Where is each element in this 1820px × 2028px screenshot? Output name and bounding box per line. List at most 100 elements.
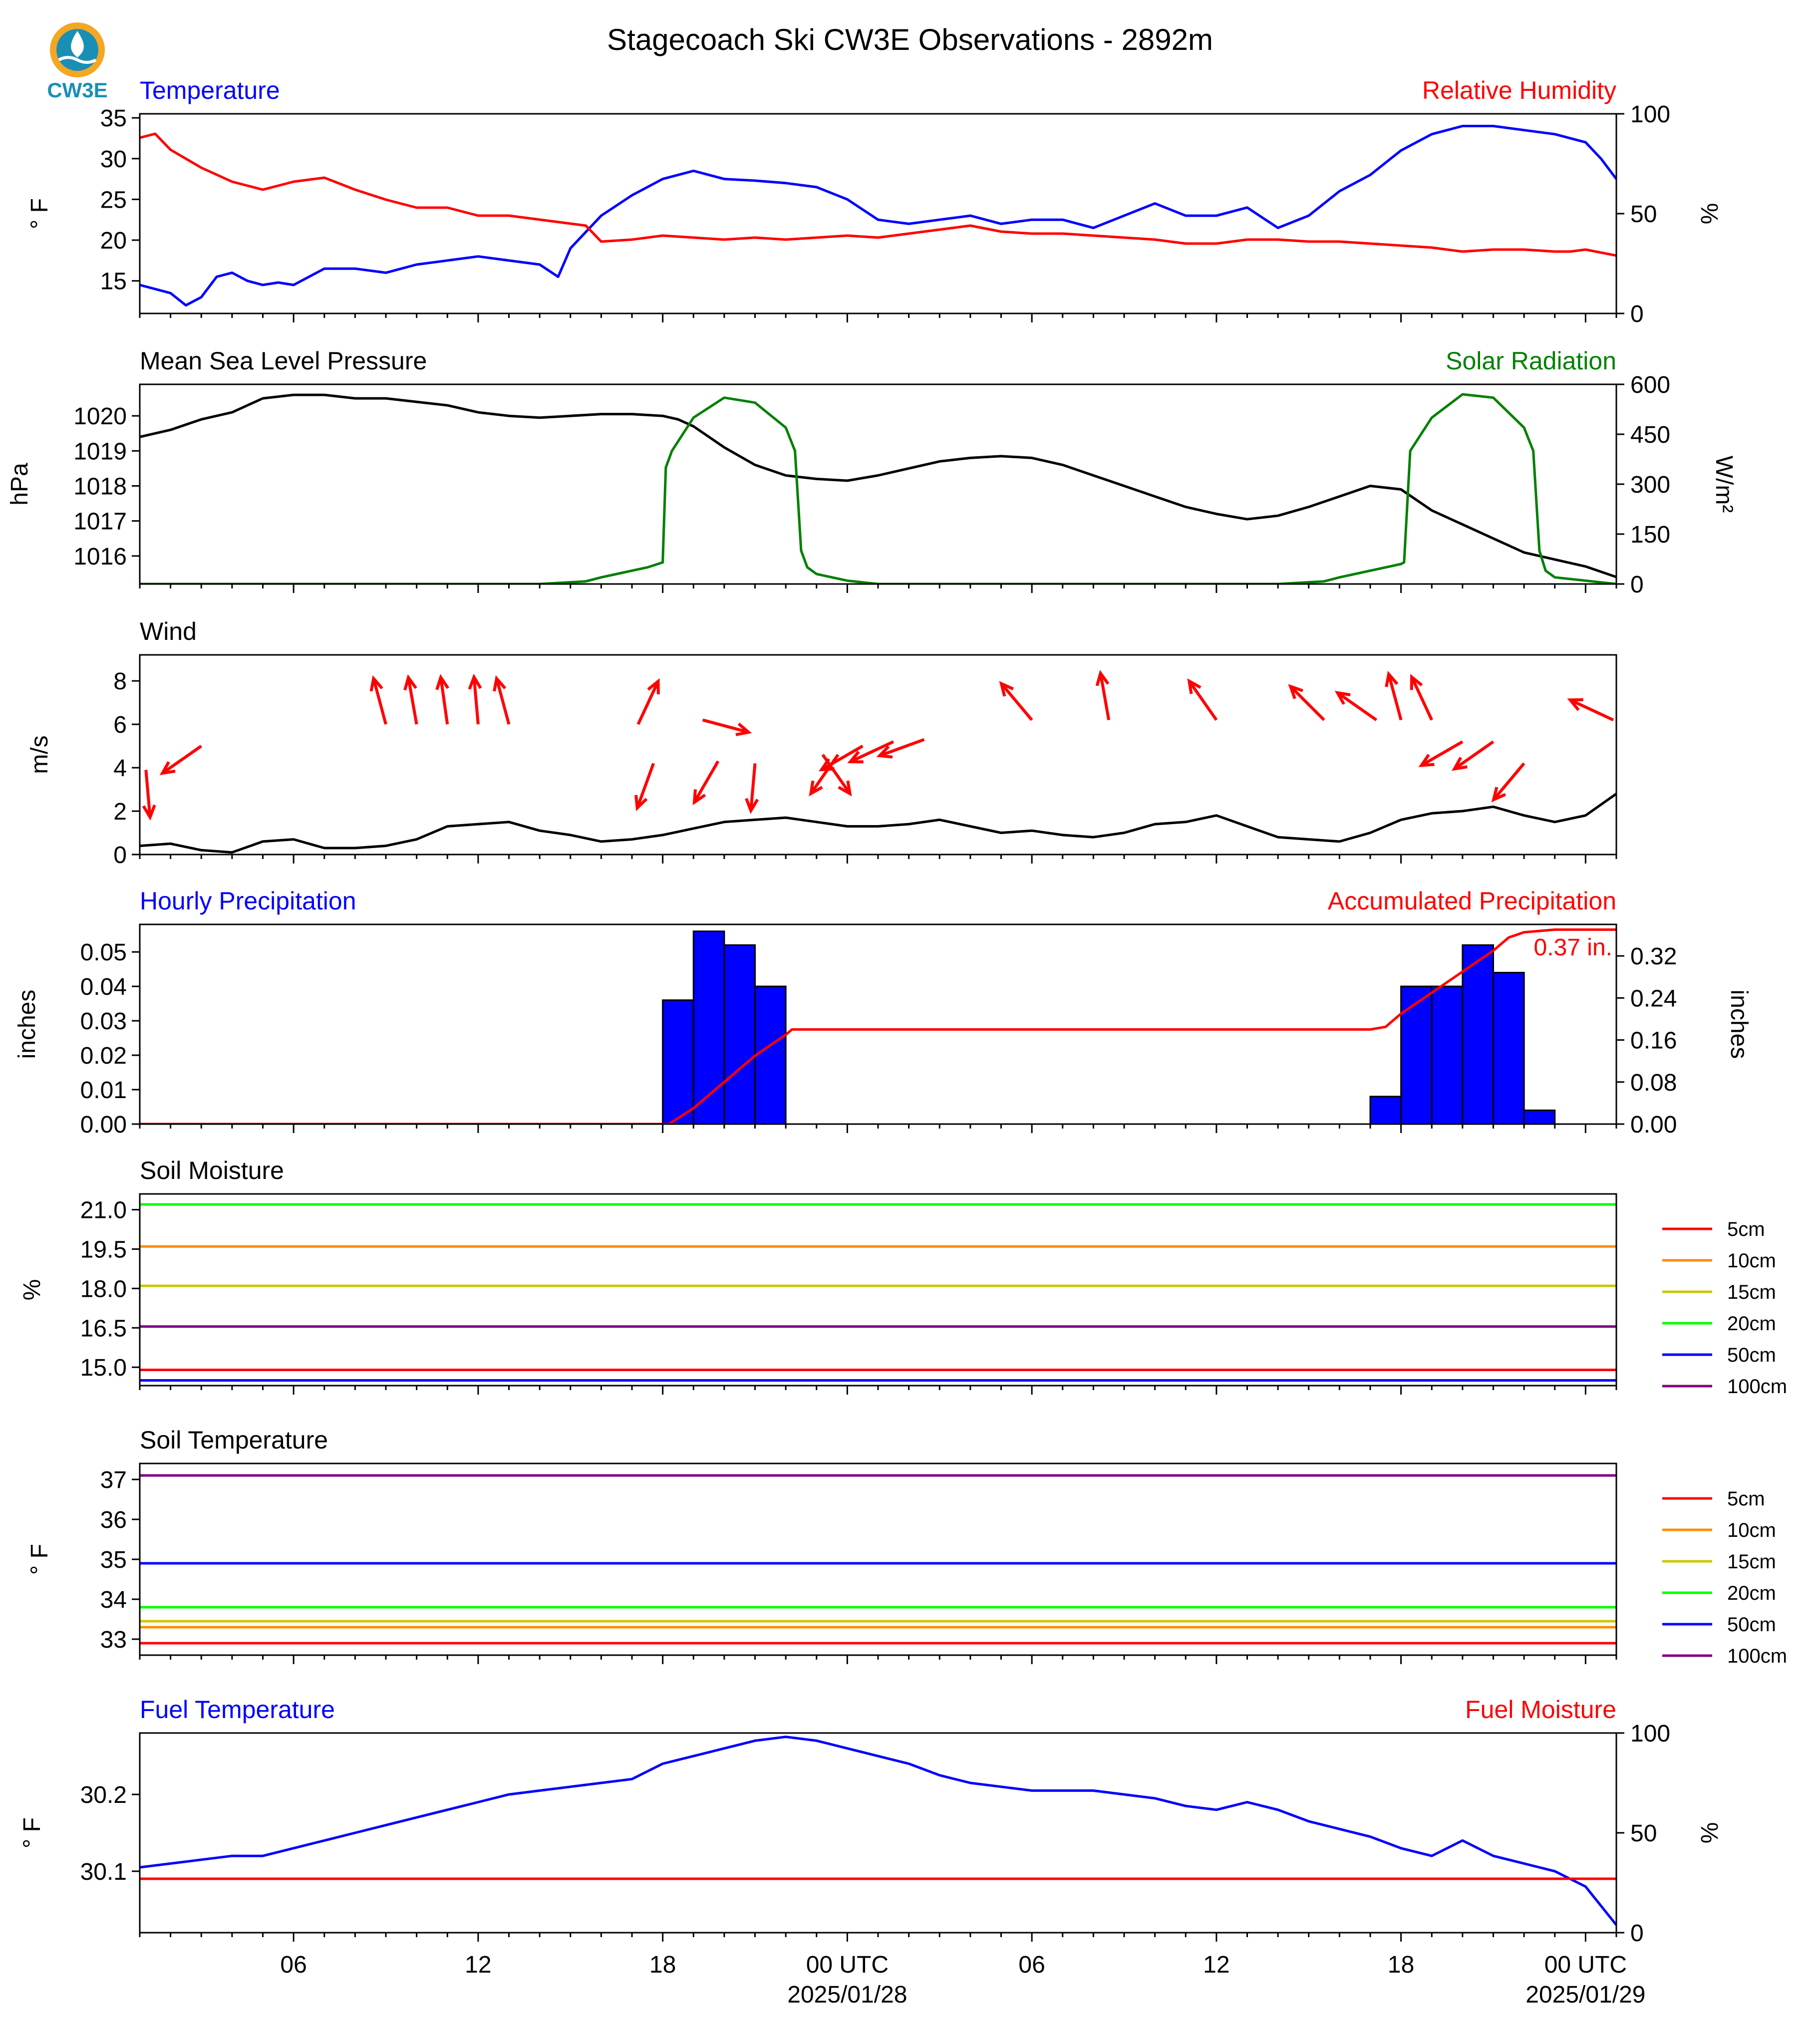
- logo-text: CW3E: [47, 78, 107, 102]
- wind-arrow: [879, 738, 925, 757]
- precip-bar: [1400, 985, 1433, 1124]
- y-tick-label: 0.04: [80, 974, 127, 1000]
- legend-label: 20cm: [1727, 1582, 1776, 1604]
- y-tick-label: 34: [100, 1587, 127, 1613]
- y2-tick-label: 0.00: [1630, 1112, 1677, 1138]
- panel-title-left: Soil Temperature: [140, 1426, 328, 1454]
- y2-tick-label: 50: [1630, 201, 1657, 228]
- legend-label: 50cm: [1727, 1614, 1776, 1636]
- y2-axis-label: inches: [1726, 990, 1752, 1059]
- precip-bar: [1523, 1109, 1556, 1124]
- wind-arrow-head: [493, 675, 507, 692]
- wind-arrow-head: [1418, 754, 1435, 767]
- wind-arrow-head: [1187, 678, 1202, 694]
- wind-arrow-head: [999, 681, 1014, 697]
- y2-tick-label: 0: [1630, 1920, 1644, 1947]
- x-tick-label: 18: [649, 1952, 676, 1978]
- wind-arrow-head: [1288, 684, 1303, 699]
- y-axis-label: inches: [14, 990, 40, 1059]
- panel-title-right: Relative Humidity: [1422, 76, 1616, 104]
- precip-bar: [692, 930, 725, 1124]
- wind-arrow: [1099, 673, 1111, 720]
- x-tick-label: 06: [280, 1952, 306, 1978]
- series-line-fuel-temperature: [140, 1736, 1616, 1926]
- x-tick-label: 12: [465, 1952, 491, 1978]
- wind-arrow-head: [403, 674, 417, 691]
- y2-axis-label: W/m²: [1711, 456, 1737, 513]
- y-tick-label: 4: [113, 755, 127, 782]
- logo-wave-icon: [58, 56, 97, 64]
- panel-fuel: Fuel Temperature Fuel Moisture 30.1 30.2 ° F…: [19, 1696, 1722, 1947]
- wind-arrow-head: [847, 751, 864, 764]
- y2-tick-label: 50: [1630, 1820, 1657, 1847]
- y-tick-label: 16.5: [80, 1315, 127, 1342]
- panel-title-right: Solar Radiation: [1446, 347, 1616, 375]
- panel-frame: [139, 923, 1617, 1125]
- y-tick-label: 1017: [73, 509, 127, 535]
- y-tick-label: 21.0: [80, 1197, 127, 1224]
- y2-tick-label: 450: [1630, 422, 1670, 448]
- y-axis-label: ° F: [19, 1817, 45, 1848]
- series-line-mean-sea-level-pressure: [140, 393, 1616, 579]
- series-line-relative-humidity: [140, 132, 1616, 257]
- wind-arrow-head: [838, 780, 852, 797]
- panel-title-left: Fuel Temperature: [140, 1696, 335, 1724]
- legend-label: 100cm: [1727, 1376, 1787, 1398]
- legend-label: 5cm: [1727, 1488, 1765, 1510]
- y2-axis-label: %: [1696, 203, 1722, 225]
- wind-arrow: [821, 745, 864, 771]
- y-tick-label: 1020: [73, 403, 127, 430]
- wind-arrow: [749, 763, 757, 811]
- x-tick-label: 00 UTC: [1544, 1952, 1627, 1978]
- y2-tick-label: 600: [1630, 372, 1670, 398]
- wind-arrow-head: [809, 780, 823, 797]
- y2-tick-label: 0.24: [1630, 985, 1677, 1012]
- wind-arrow-head: [876, 745, 893, 759]
- panel-frame: [139, 383, 1617, 585]
- plot-area: [140, 928, 1616, 1124]
- wind-arrow-head: [1095, 670, 1110, 686]
- y2-tick-label: 0.16: [1630, 1028, 1677, 1054]
- wind-arrow: [693, 760, 720, 803]
- y-tick-label: 30.1: [80, 1859, 127, 1885]
- plot-area: [140, 670, 1616, 854]
- panel-soil_temp: Soil Temperature 33 34 35 36 37 ° F 5cm 10cm 15cm…: [26, 1426, 1787, 1667]
- legend-label: 50cm: [1727, 1344, 1776, 1366]
- wind-arrow-head: [692, 789, 706, 806]
- y-tick-label: 2: [113, 799, 127, 825]
- y-tick-label: 20: [100, 228, 127, 254]
- plot-area: [140, 125, 1616, 307]
- legend: 5cm 10cm 15cm 20cm 50cm 100cm: [1662, 1218, 1787, 1398]
- y-tick-label: 0.05: [80, 939, 127, 966]
- panel-frame: [139, 113, 1617, 314]
- wind-arrow: [635, 763, 655, 809]
- wind-arrow-head: [818, 758, 835, 772]
- y-axis-label: ° F: [26, 198, 53, 229]
- x-date-label: 2025/01/29: [1525, 1982, 1645, 2008]
- y-tick-label: 19.5: [80, 1236, 127, 1263]
- wind-arrow-head: [1567, 698, 1583, 711]
- legend-label: 10cm: [1727, 1519, 1776, 1541]
- panel-title-left: Hourly Precipitation: [140, 887, 356, 915]
- wind-arrow-head: [1334, 690, 1351, 705]
- y-axis-label: %: [19, 1279, 45, 1301]
- wind-arrow-head: [142, 804, 156, 821]
- precip-bar: [1493, 972, 1525, 1124]
- wind-arrow: [809, 754, 840, 795]
- y-tick-label: 0.02: [80, 1043, 127, 1069]
- y-tick-label: 15.0: [80, 1355, 127, 1381]
- legend: 5cm 10cm 15cm 20cm 50cm 100cm: [1662, 1488, 1787, 1667]
- wind-arrow: [1453, 740, 1495, 770]
- wind-arrow: [636, 680, 660, 725]
- precip-bar: [723, 944, 756, 1124]
- wind-arrow: [472, 677, 480, 725]
- precip-bar: [1462, 944, 1494, 1124]
- panel-frame: [139, 654, 1617, 856]
- y-tick-label: 35: [100, 105, 127, 132]
- precip-bar: [662, 999, 694, 1124]
- y-tick-label: 37: [100, 1467, 127, 1493]
- precip-bar: [1369, 1096, 1402, 1124]
- wind-arrow-head: [735, 722, 752, 736]
- wind-arrow: [850, 740, 895, 763]
- series-line-accumulated-precipitation: [140, 928, 1616, 1124]
